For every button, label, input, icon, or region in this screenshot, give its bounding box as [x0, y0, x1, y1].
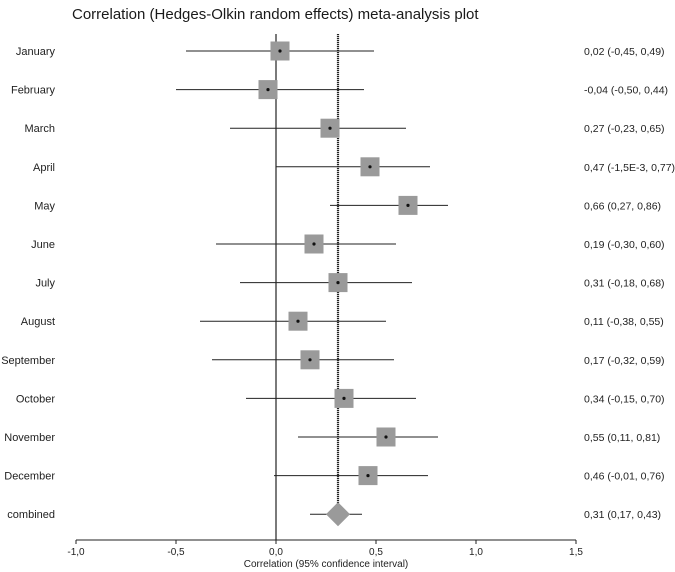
row-label: July: [35, 278, 55, 290]
ci-value-label: 0,11 (-0,38, 0,55): [584, 316, 664, 328]
estimate-point: [406, 203, 410, 207]
x-tick-label: 0,5: [369, 547, 383, 558]
study-row: June 0,19 (-0,30, 0,60): [31, 234, 665, 254]
study-row: March 0,27 (-0,23, 0,65): [24, 118, 665, 138]
estimate-point: [336, 281, 340, 285]
study-row: April 0,47 (-1,5E-3, 0,77): [33, 157, 675, 177]
estimate-point: [266, 88, 270, 92]
row-label: February: [11, 85, 56, 97]
row-label: April: [33, 162, 55, 174]
row-label: October: [16, 393, 55, 405]
ci-value-label: 0,46 (-0,01, 0,76): [584, 471, 665, 483]
ci-value-label: 0,17 (-0,32, 0,59): [584, 355, 665, 367]
row-label: March: [24, 123, 55, 135]
row-label: June: [31, 239, 55, 251]
ci-value-label: 0,19 (-0,30, 0,60): [584, 239, 665, 251]
ci-value-label: 0,27 (-0,23, 0,65): [584, 123, 665, 135]
study-rows: January 0,02 (-0,45, 0,49) February -0,04 (…: [1, 41, 675, 527]
x-axis: -1,0 -0,5 0,0 0,5 1,0 1,5: [67, 539, 583, 558]
x-tick-label: 1,0: [469, 547, 483, 558]
x-tick-label: -1,0: [67, 547, 85, 558]
ci-value-label: 0,66 (0,27, 0,86): [584, 200, 661, 212]
x-tick-label: 1,5: [569, 547, 583, 558]
estimate-point: [328, 126, 332, 130]
chart-title: Correlation (Hedges-Olkin random effects…: [72, 6, 479, 23]
ci-value-label: 0,31 (-0,18, 0,68): [584, 278, 665, 290]
row-label: January: [16, 46, 56, 58]
ci-value-label: -0,04 (-0,50, 0,44): [584, 85, 668, 97]
ci-value-label: 0,55 (0,11, 0,81): [584, 432, 660, 444]
estimate-point: [368, 165, 372, 169]
reference-lines: [275, 34, 340, 540]
row-label: November: [4, 432, 55, 444]
x-tick-label: -0,5: [167, 547, 185, 558]
study-row: January 0,02 (-0,45, 0,49): [16, 41, 665, 61]
ci-value-label: 0,34 (-0,15, 0,70): [584, 393, 665, 405]
row-label: August: [21, 316, 55, 328]
study-row: October 0,34 (-0,15, 0,70): [16, 388, 665, 408]
estimate-point: [384, 435, 388, 439]
study-row: August 0,11 (-0,38, 0,55): [21, 311, 664, 331]
ci-value-label: 0,31 (0,17, 0,43): [584, 509, 661, 521]
ci-value-label: 0,02 (-0,45, 0,49): [584, 46, 665, 58]
study-row: November 0,55 (0,11, 0,81): [4, 427, 660, 447]
study-row: May 0,66 (0,27, 0,86): [34, 195, 661, 215]
ci-value-label: 0,47 (-1,5E-3, 0,77): [584, 162, 675, 174]
x-tick-label: 0,0: [269, 547, 283, 558]
estimate-point: [342, 396, 346, 400]
x-axis-label: Correlation (95% confidence interval): [244, 559, 409, 570]
combined-row: combined 0,31 (0,17, 0,43): [7, 502, 661, 527]
study-row: February -0,04 (-0,50, 0,44): [11, 80, 668, 100]
row-label: September: [1, 355, 55, 367]
estimate-point: [296, 319, 300, 323]
study-row: July 0,31 (-0,18, 0,68): [35, 273, 665, 293]
study-row: December 0,46 (-0,01, 0,76): [4, 466, 665, 486]
row-label: December: [4, 471, 55, 483]
pooled-estimate-diamond: [326, 502, 350, 527]
estimate-point: [366, 474, 370, 478]
estimate-point: [308, 358, 312, 362]
row-label: combined: [7, 509, 55, 521]
row-label: May: [34, 200, 55, 212]
estimate-point: [278, 49, 282, 53]
estimate-point: [312, 242, 316, 246]
study-row: September 0,17 (-0,32, 0,59): [1, 350, 665, 370]
